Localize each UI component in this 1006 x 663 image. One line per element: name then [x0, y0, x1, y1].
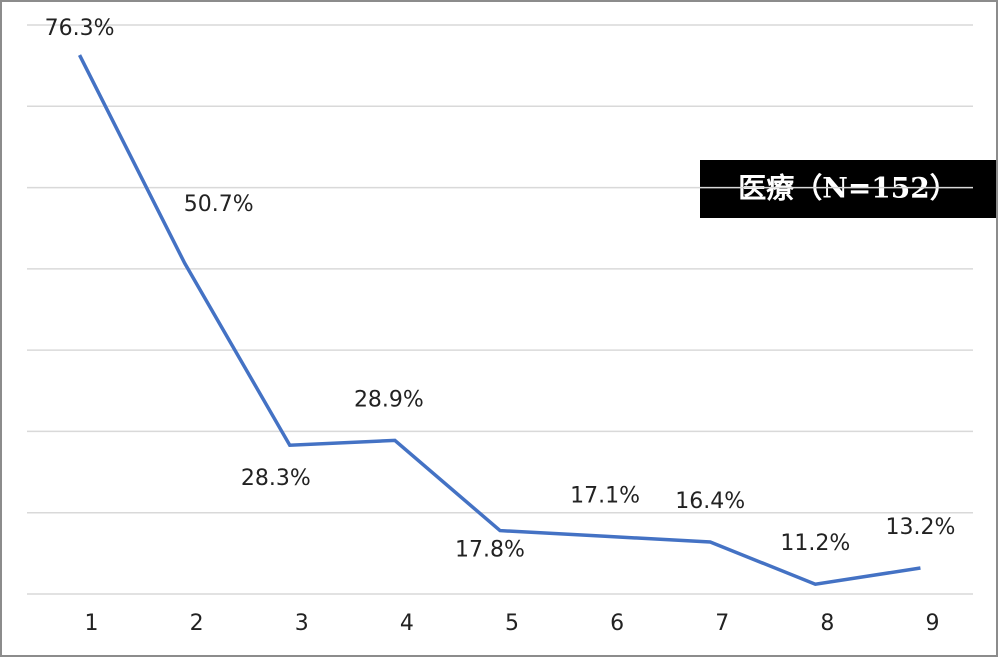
data-label: 16.4% [675, 489, 745, 514]
x-tick-label: 6 [610, 611, 624, 636]
x-tick-label: 4 [400, 611, 414, 636]
data-label: 17.1% [570, 483, 640, 508]
x-tick-label: 8 [820, 611, 834, 636]
data-label: 50.7% [184, 192, 254, 217]
data-label: 17.8% [455, 538, 525, 563]
line-series [77, 54, 921, 587]
x-tick-label: 3 [295, 611, 309, 636]
x-tick-label: 9 [925, 611, 939, 636]
annotation-box [700, 160, 996, 218]
data-label: 11.2% [780, 531, 850, 556]
x-tick-label: 7 [715, 611, 729, 636]
data-label: 28.3% [241, 466, 311, 491]
data-label: 76.3% [45, 16, 115, 41]
x-tick-label: 2 [190, 611, 204, 636]
x-tick-label: 1 [85, 611, 99, 636]
x-tick-label: 5 [505, 611, 519, 636]
data-label: 28.9% [354, 387, 424, 412]
data-label: 13.2% [885, 515, 955, 540]
